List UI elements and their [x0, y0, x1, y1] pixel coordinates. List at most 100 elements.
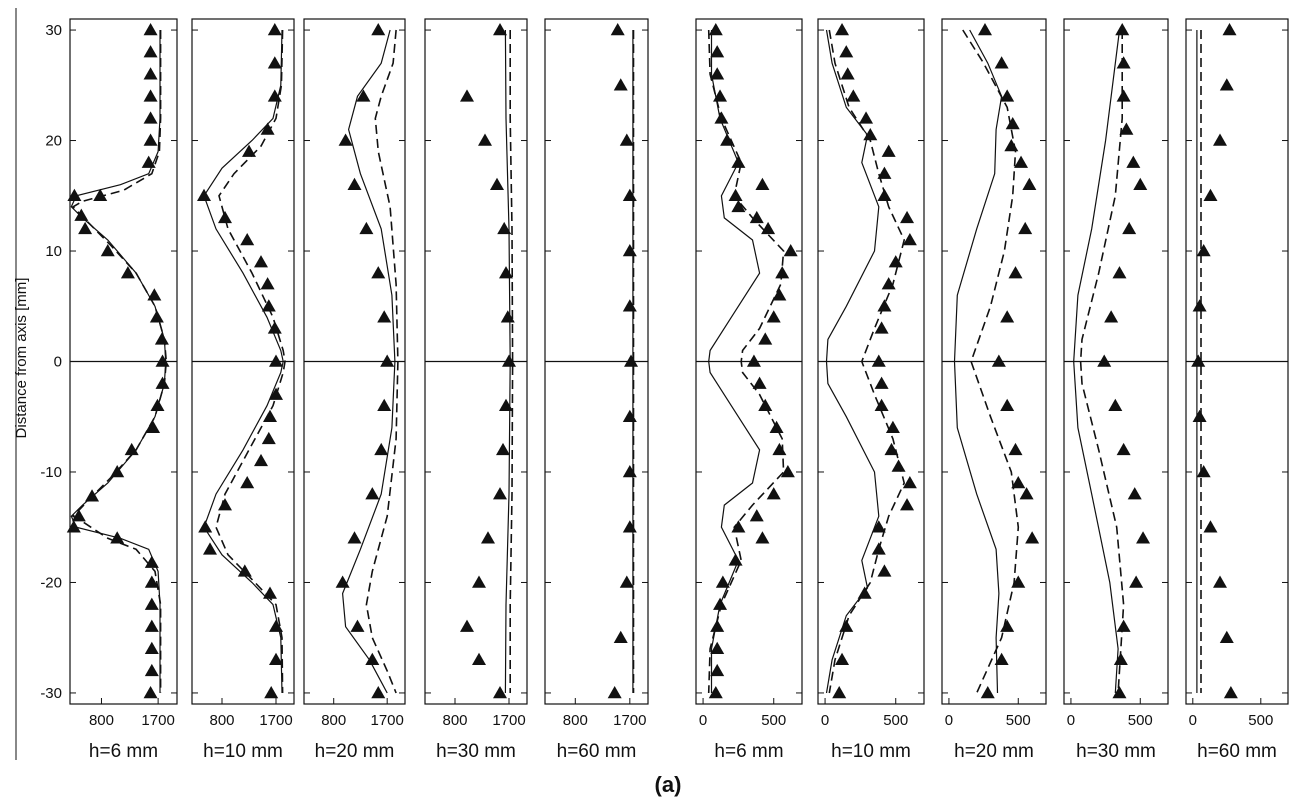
experiment-point: [149, 310, 164, 323]
experiment-point: [839, 619, 854, 632]
experiment-point: [144, 575, 159, 588]
experiment-point: [1196, 244, 1211, 257]
experiment-point: [746, 354, 761, 367]
experiment-point: [347, 531, 362, 544]
experiment-point: [832, 685, 847, 699]
panel-label: h=6 mm: [89, 741, 158, 762]
experiment-point: [365, 487, 380, 500]
panel: 0 500 h=10 mm: [817, 18, 925, 762]
experiment-point: [1116, 89, 1131, 102]
experiment-point: [1222, 23, 1237, 36]
experiment-point: [377, 398, 392, 411]
experiment-point: [143, 89, 158, 102]
experiment-point: [902, 476, 917, 489]
experiment-point: [728, 188, 743, 202]
experiment-point: [1196, 464, 1211, 478]
experiment-point: [374, 442, 389, 456]
x-tick-label: 800: [209, 712, 234, 729]
experiment-point: [1011, 575, 1026, 588]
panel: 800 1700 h=30 mm: [424, 18, 528, 762]
experiment-point: [143, 111, 158, 124]
experiment-point: [749, 210, 764, 224]
experiment-point: [110, 531, 125, 544]
experiment-point: [1014, 155, 1029, 168]
experiment-point: [622, 299, 637, 312]
experiment-point: [269, 387, 283, 400]
experiment-point: [1116, 619, 1131, 632]
model-dashed-line: [509, 30, 514, 693]
experiment-point: [496, 442, 510, 456]
experiment-point: [267, 89, 282, 102]
experiment-point: [1113, 652, 1128, 666]
experiment-point: [144, 619, 159, 632]
model-dashed-line: [707, 29, 785, 694]
experiment-point: [624, 354, 639, 367]
experiment-point: [1192, 409, 1207, 422]
model-dashed-line: [1079, 30, 1125, 694]
x-tick-label: 1700: [613, 712, 646, 729]
y-tick-label: 20: [45, 133, 62, 150]
model-dashed-line: [71, 30, 168, 693]
experiment-point: [835, 652, 850, 666]
experiment-point: [356, 89, 371, 102]
experiment-point: [1108, 398, 1123, 411]
experiment-point: [710, 45, 725, 58]
experiment-point: [490, 177, 504, 190]
experiment-point: [1000, 89, 1015, 102]
experiment-point: [761, 221, 776, 235]
experiment-point: [261, 431, 276, 445]
x-tick-label: 0: [699, 712, 707, 729]
experiment-point: [260, 277, 275, 290]
experiment-point: [708, 23, 723, 36]
y-tick-label: -30: [40, 685, 62, 702]
x-tick-label: 800: [89, 712, 114, 729]
experiment-point: [377, 310, 392, 323]
experiment-point: [120, 266, 135, 279]
experiment-point: [835, 23, 850, 36]
experiment-point: [619, 133, 634, 146]
experiment-point: [877, 299, 892, 312]
experiment-point: [141, 155, 156, 168]
x-tick-label: 800: [563, 712, 588, 729]
experiment-point: [1104, 310, 1119, 323]
experiment-point: [769, 420, 784, 434]
experiment-point: [499, 266, 513, 279]
experiment-point: [85, 489, 100, 502]
experiment-point: [877, 166, 892, 179]
experiment-point: [203, 542, 217, 555]
experiment-point: [143, 23, 158, 36]
experiment-point: [240, 232, 255, 246]
experiment-point: [144, 663, 159, 677]
experiment-point: [613, 78, 628, 91]
experiment-point: [622, 244, 637, 257]
experiment-point: [857, 586, 872, 599]
panel: 0 500 h=20 mm: [941, 18, 1047, 762]
experiment-point: [1019, 487, 1034, 500]
experiment-point: [1213, 575, 1227, 588]
experiment-point: [144, 641, 159, 655]
experiment-point: [874, 398, 889, 411]
experiment-point: [1127, 487, 1142, 500]
experiment-point: [350, 619, 365, 632]
experiment-point: [359, 221, 374, 235]
experiment-point: [728, 553, 743, 566]
x-tick-label: 500: [1248, 712, 1273, 729]
experiment-point: [710, 641, 725, 655]
experiment-point: [267, 56, 282, 69]
x-tick-label: 500: [1128, 712, 1153, 729]
experiment-point: [78, 221, 93, 235]
experiment-point: [502, 354, 516, 367]
experiment-point: [1000, 398, 1015, 411]
panel-label: h=6 mm: [714, 741, 783, 762]
experiment-point: [622, 520, 637, 533]
experiment-point: [335, 575, 350, 588]
experiment-point: [155, 376, 170, 389]
experiment-point: [885, 420, 900, 434]
experiment-point: [242, 144, 256, 157]
experiment-point: [1112, 685, 1127, 699]
experiment-point: [752, 376, 767, 389]
experiment-point: [1022, 177, 1037, 190]
experiment-point: [1122, 221, 1137, 235]
experiment-point: [371, 685, 386, 699]
